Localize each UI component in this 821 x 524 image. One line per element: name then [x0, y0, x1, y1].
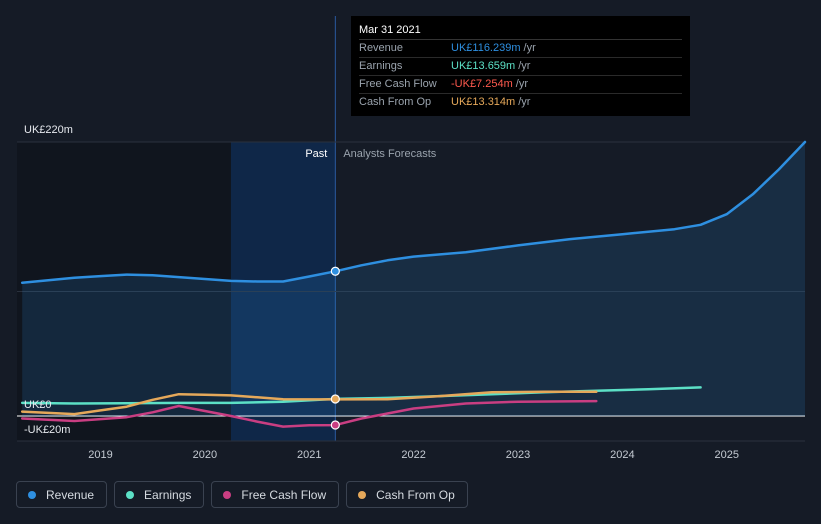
legend-item-earnings[interactable]: Earnings: [114, 481, 205, 508]
legend-label: Cash From Op: [376, 487, 455, 502]
legend-dot-icon: [223, 490, 232, 499]
data-tooltip: Mar 31 2021 Revenue UK£116.239m/yr Earning…: [351, 16, 690, 116]
revenue-marker: [330, 266, 340, 276]
x-tick-label: 2021: [297, 449, 321, 461]
tooltip-row: Free Cash Flow -UK£7.254m/yr: [359, 76, 682, 94]
tooltip-row-value: UK£13.659m: [451, 60, 516, 72]
y-tick-label: -UK£20m: [24, 424, 70, 436]
legend-item-cash-from-op[interactable]: Cash From Op: [346, 481, 468, 508]
tooltip-row-value: UK£13.314m: [451, 96, 516, 108]
tooltip-row-label: Revenue: [359, 42, 404, 54]
tooltip-date: Mar 31 2021: [359, 22, 682, 40]
tooltip-row: Earnings UK£13.659m/yr: [359, 58, 682, 76]
past-label: Past: [305, 148, 327, 160]
legend-label: Revenue: [46, 487, 95, 502]
series-area-revenue: [22, 142, 805, 416]
legend-dot-icon: [126, 490, 135, 499]
tooltip-rows: Revenue UK£116.239m/yr Earnings UK£13.659m /…: [359, 40, 682, 111]
legend-item-revenue[interactable]: Revenue: [16, 481, 108, 508]
x-tick-label: 2023: [506, 449, 530, 461]
legend-dot-icon: [28, 490, 36, 499]
y-tick-label: UK£220m: [24, 124, 73, 136]
tooltip-row-value: UK£116.239m: [451, 42, 521, 54]
axis-labels: UK£220m UK£0 -UK£20m 2019 2020 2021 2022 2023 20…: [24, 124, 739, 461]
tooltip-row: Revenue UK£116.239m/yr: [359, 40, 682, 58]
tooltip-row-label: Earnings: [359, 60, 403, 72]
tooltip-row-value: -UK£7.254m: [451, 78, 513, 90]
legend-item-free-cash-flow[interactable]: Free Cash Flow: [211, 481, 340, 508]
earnings-marker: [330, 394, 340, 404]
legend-label: Free Cash Flow: [241, 487, 327, 502]
legend-label: Earnings: [144, 487, 192, 502]
chart-legend: Revenue Earnings Free Cash Flow Cash From O…: [16, 481, 468, 508]
forecast-label: Analysts Forecasts: [343, 148, 436, 160]
grid-lines: [17, 141, 805, 442]
fcf-marker: [330, 420, 340, 430]
tooltip-row-unit: /yr: [523, 42, 536, 54]
series-line-revenue: [20, 140, 807, 284]
tooltip-row-label: Cash From Op: [359, 96, 432, 108]
series-layer: [20, 140, 807, 428]
series-line-cash-from-op: [20, 390, 598, 416]
tooltip-row: Cash From Op UK£13.314m/yr: [359, 94, 682, 111]
x-tick-label: 2020: [193, 449, 217, 461]
tooltip-row-unit: /yr: [515, 78, 528, 90]
legend-dot-icon: [358, 490, 367, 499]
tooltip-row-unit: /yr: [518, 96, 531, 108]
tooltip-row-unit: /yr: [518, 60, 531, 72]
tooltip-row-label: Free Cash Flow: [359, 78, 437, 90]
x-tick-label: 2025: [714, 449, 738, 461]
x-tick-label: 2019: [88, 449, 112, 461]
y-tick-label: UK£0: [24, 399, 52, 411]
x-tick-label: 2022: [401, 449, 425, 461]
hover-markers: [330, 266, 340, 430]
series-line-free-cash-flow: [20, 399, 598, 428]
x-tick-label: 2024: [610, 449, 634, 461]
